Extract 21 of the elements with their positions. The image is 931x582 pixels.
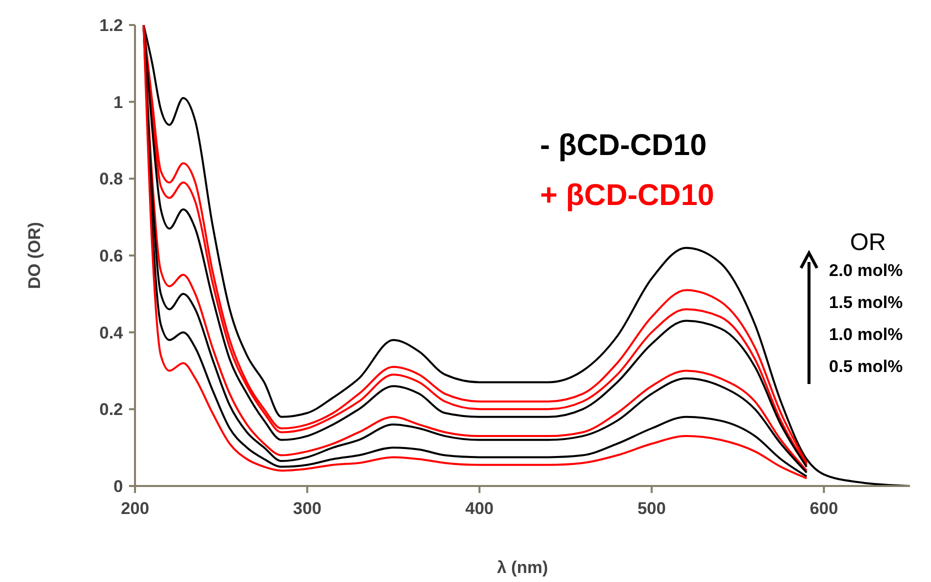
- y-tick-label: 0.4: [99, 323, 124, 342]
- x-tick-label: 400: [465, 499, 494, 518]
- y-tick-label: 0.2: [99, 400, 123, 420]
- x-tick-label: 300: [293, 499, 322, 518]
- annotation: 0.5 mol%: [829, 357, 903, 376]
- y-axis-title: DO (OR): [25, 222, 44, 290]
- text: - βCD-CD10: [540, 129, 707, 162]
- annotation: 1.5 mol%: [829, 293, 903, 312]
- y-tick-label: 0.6: [99, 246, 123, 266]
- x-axis-title: λ (nm): [497, 558, 548, 577]
- x-tick-label: 600: [810, 499, 838, 518]
- y-tick-label: 0: [114, 476, 123, 496]
- annotation: 1.0 mol%: [829, 325, 903, 344]
- y-tick-label: 1.2: [99, 16, 123, 35]
- x-tick-label: 500: [637, 499, 666, 518]
- y-tick-label: 0.8: [99, 170, 123, 189]
- y-tick-label: 1: [114, 92, 123, 112]
- annotation: 2.0 mol%: [829, 261, 903, 280]
- annotation: OR: [850, 229, 886, 256]
- text: + βCD-CD10: [540, 179, 714, 212]
- x-tick-label: 200: [120, 499, 150, 518]
